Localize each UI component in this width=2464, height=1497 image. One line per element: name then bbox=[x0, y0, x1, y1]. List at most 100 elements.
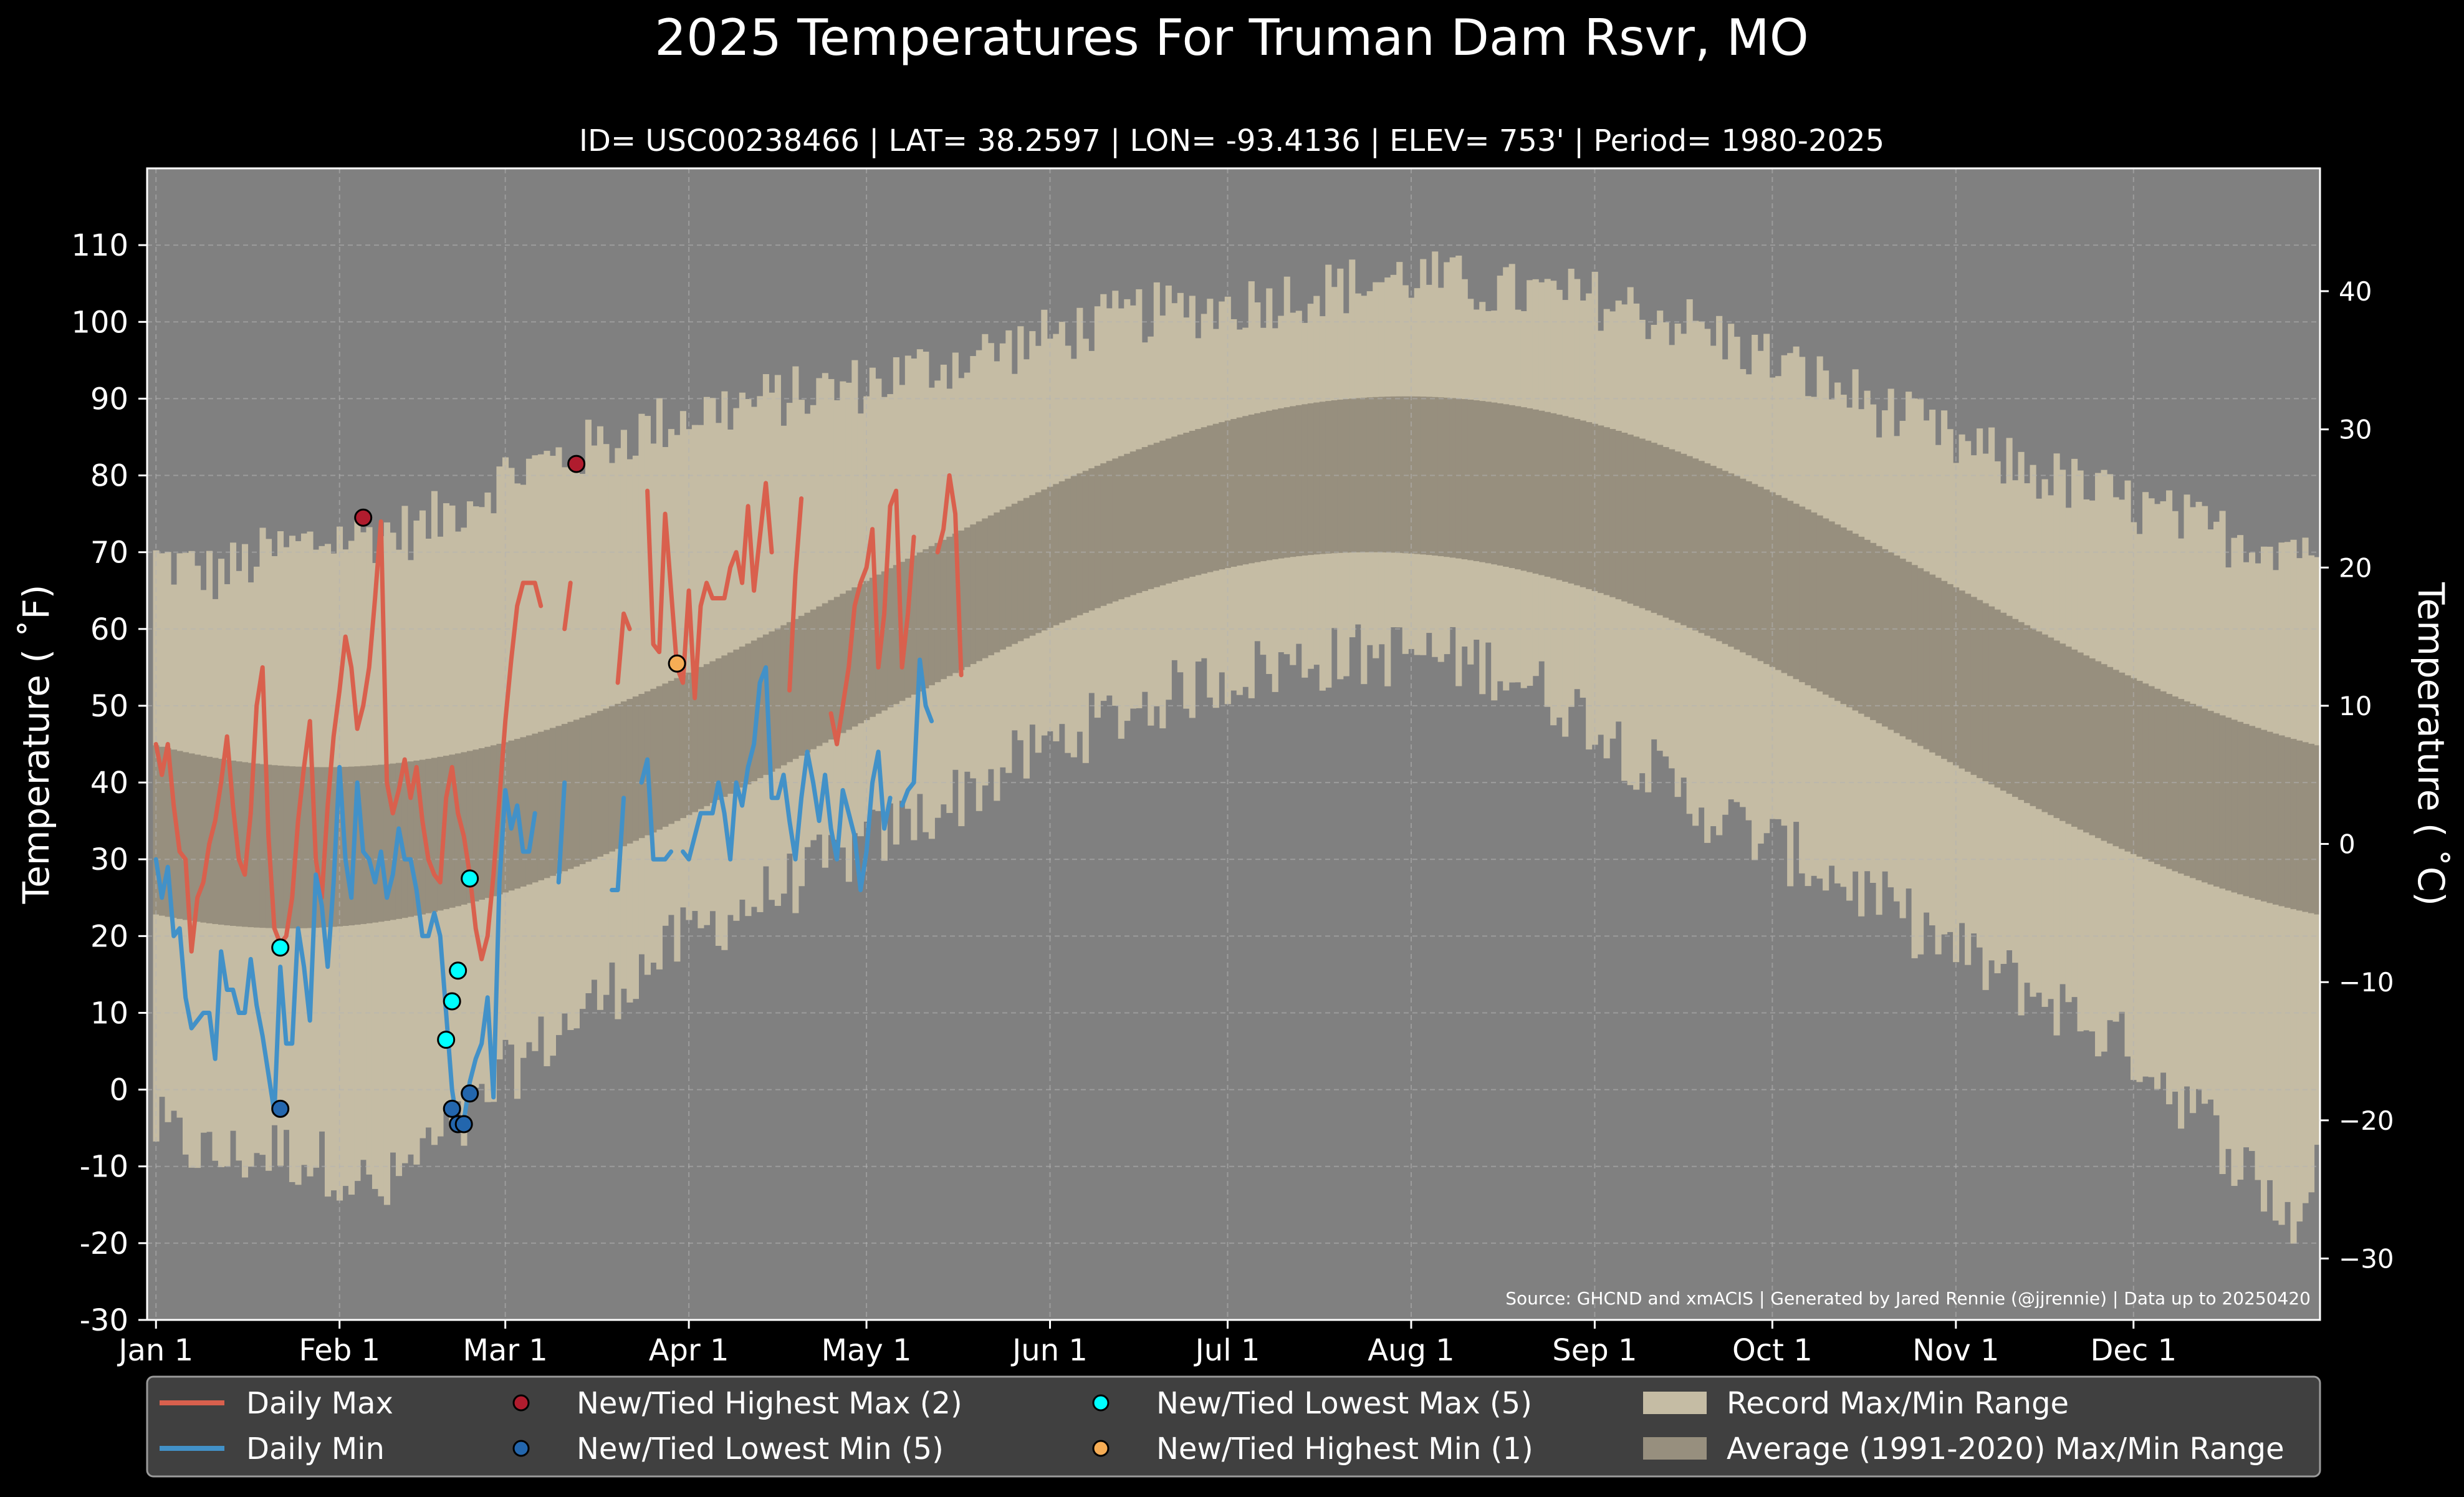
y-tick-label-right: 20 bbox=[2339, 552, 2372, 583]
average-range-bar bbox=[165, 748, 171, 917]
average-range-bar bbox=[1082, 471, 1089, 613]
x-tick-label: Jul 1 bbox=[1194, 1333, 1260, 1368]
average-range-bar bbox=[1740, 478, 1747, 653]
average-range-bar bbox=[887, 568, 894, 708]
average-range-bar bbox=[549, 728, 557, 876]
average-range-bar bbox=[1236, 417, 1243, 566]
y-tick-label-left: 0 bbox=[109, 1073, 128, 1108]
average-range-bar bbox=[1070, 476, 1077, 618]
average-range-bar bbox=[366, 765, 373, 923]
average-range-bar bbox=[1112, 458, 1119, 602]
average-range-bar bbox=[1455, 398, 1462, 559]
average-range-bar bbox=[679, 675, 686, 819]
average-range-bar bbox=[1207, 425, 1214, 572]
legend-patch-swatch bbox=[1643, 1437, 1707, 1460]
average-range-bar bbox=[1745, 481, 1752, 655]
average-range-bar bbox=[1106, 461, 1113, 604]
average-range-bar bbox=[2136, 680, 2143, 857]
average-range-bar bbox=[2207, 711, 2214, 885]
average-range-bar bbox=[1319, 402, 1326, 554]
average-range-bar bbox=[188, 753, 195, 921]
average-range-bar bbox=[200, 756, 207, 923]
average-range-bar bbox=[555, 726, 562, 874]
average-range-bar bbox=[757, 637, 764, 778]
average-range-bar bbox=[1479, 401, 1486, 562]
lowest-max-marker bbox=[271, 938, 290, 957]
average-range-bar bbox=[153, 745, 160, 915]
axes: -30-20-100102030405060708090100110−30−20… bbox=[71, 228, 2394, 1368]
source-note: Source: GHCND and xmACIS | Generated by … bbox=[1505, 1288, 2311, 1309]
average-range-bar bbox=[336, 767, 343, 927]
y-tick-label-right: −30 bbox=[2339, 1243, 2394, 1274]
average-range-bar bbox=[176, 751, 183, 919]
average-range-bar bbox=[1876, 546, 1882, 724]
average-range-bar bbox=[668, 680, 674, 824]
x-tick-label: May 1 bbox=[822, 1333, 912, 1368]
average-range-bar bbox=[1965, 594, 1972, 772]
record-range-bar bbox=[668, 429, 674, 915]
average-range-bar bbox=[537, 731, 545, 880]
lowest-max-marker bbox=[461, 869, 479, 888]
average-range-bar bbox=[916, 552, 923, 692]
average-range-bar bbox=[1728, 473, 1735, 647]
average-range-bar bbox=[2041, 634, 2048, 812]
average-range-bar bbox=[1136, 449, 1143, 594]
average-range-bar bbox=[1100, 463, 1107, 606]
average-range-bar bbox=[425, 759, 432, 913]
average-range-bar bbox=[1432, 397, 1439, 556]
average-range-bar bbox=[259, 764, 266, 928]
average-range-bar bbox=[2107, 667, 2114, 844]
average-range-bar bbox=[1065, 478, 1071, 620]
average-range-bar bbox=[2030, 628, 2036, 806]
record-range-bar bbox=[709, 398, 716, 912]
average-range-bar bbox=[1088, 468, 1095, 611]
average-range-bar bbox=[1941, 580, 1948, 759]
record-range-bar bbox=[585, 420, 592, 993]
average-range-bar bbox=[632, 696, 639, 841]
lowest-max-marker bbox=[449, 961, 467, 980]
average-range-bar bbox=[2048, 637, 2054, 816]
highest-max-marker bbox=[567, 455, 586, 473]
average-range-bar bbox=[2195, 706, 2202, 880]
average-range-bar bbox=[1467, 400, 1474, 561]
average-range-bar bbox=[1426, 397, 1432, 556]
average-range-bar bbox=[2089, 658, 2096, 835]
average-range-bar bbox=[976, 521, 982, 662]
average-range-bar bbox=[2142, 683, 2149, 860]
average-range-bar bbox=[964, 527, 971, 667]
average-range-bar bbox=[999, 509, 1006, 650]
average-range-bar bbox=[1787, 501, 1794, 676]
legend-highest-max: New/Tied Highest Max (2) bbox=[512, 1386, 962, 1421]
average-range-bar bbox=[1491, 402, 1498, 565]
average-range-bar bbox=[1894, 555, 1901, 733]
average-range-bar bbox=[1988, 606, 1995, 785]
average-range-bar bbox=[1603, 427, 1610, 595]
average-range-bar bbox=[982, 518, 989, 658]
average-range-bar bbox=[1508, 405, 1515, 569]
record-range-bar bbox=[656, 398, 663, 970]
average-range-bar bbox=[348, 766, 355, 926]
y-tick-label-left: 110 bbox=[71, 228, 128, 263]
average-range-bar bbox=[1816, 515, 1823, 692]
average-range-bar bbox=[1906, 562, 1912, 740]
y-tick-label-right: 0 bbox=[2339, 829, 2356, 860]
average-range-bar bbox=[1970, 597, 1977, 775]
average-range-bar bbox=[2190, 703, 2197, 878]
average-range-bar bbox=[2166, 694, 2173, 869]
x-tick-label: Dec 1 bbox=[2090, 1333, 2177, 1368]
average-range-bar bbox=[745, 643, 752, 785]
average-range-bar bbox=[733, 649, 740, 791]
average-range-bar bbox=[869, 577, 876, 717]
average-range-bar bbox=[1657, 445, 1664, 615]
average-range-bar bbox=[715, 658, 722, 801]
average-range-bar bbox=[1171, 436, 1178, 582]
average-range-bar bbox=[443, 756, 450, 910]
average-range-bar bbox=[170, 749, 178, 918]
average-range-bar bbox=[1935, 577, 1942, 756]
average-range-bar bbox=[1148, 445, 1154, 589]
legend-label: Average (1991-2020) Max/Min Range bbox=[1727, 1432, 2284, 1466]
average-range-bar bbox=[1248, 415, 1255, 564]
x-tick-label: Mar 1 bbox=[463, 1333, 547, 1368]
average-range-bar bbox=[300, 766, 308, 928]
average-range-bar bbox=[2024, 625, 2031, 803]
